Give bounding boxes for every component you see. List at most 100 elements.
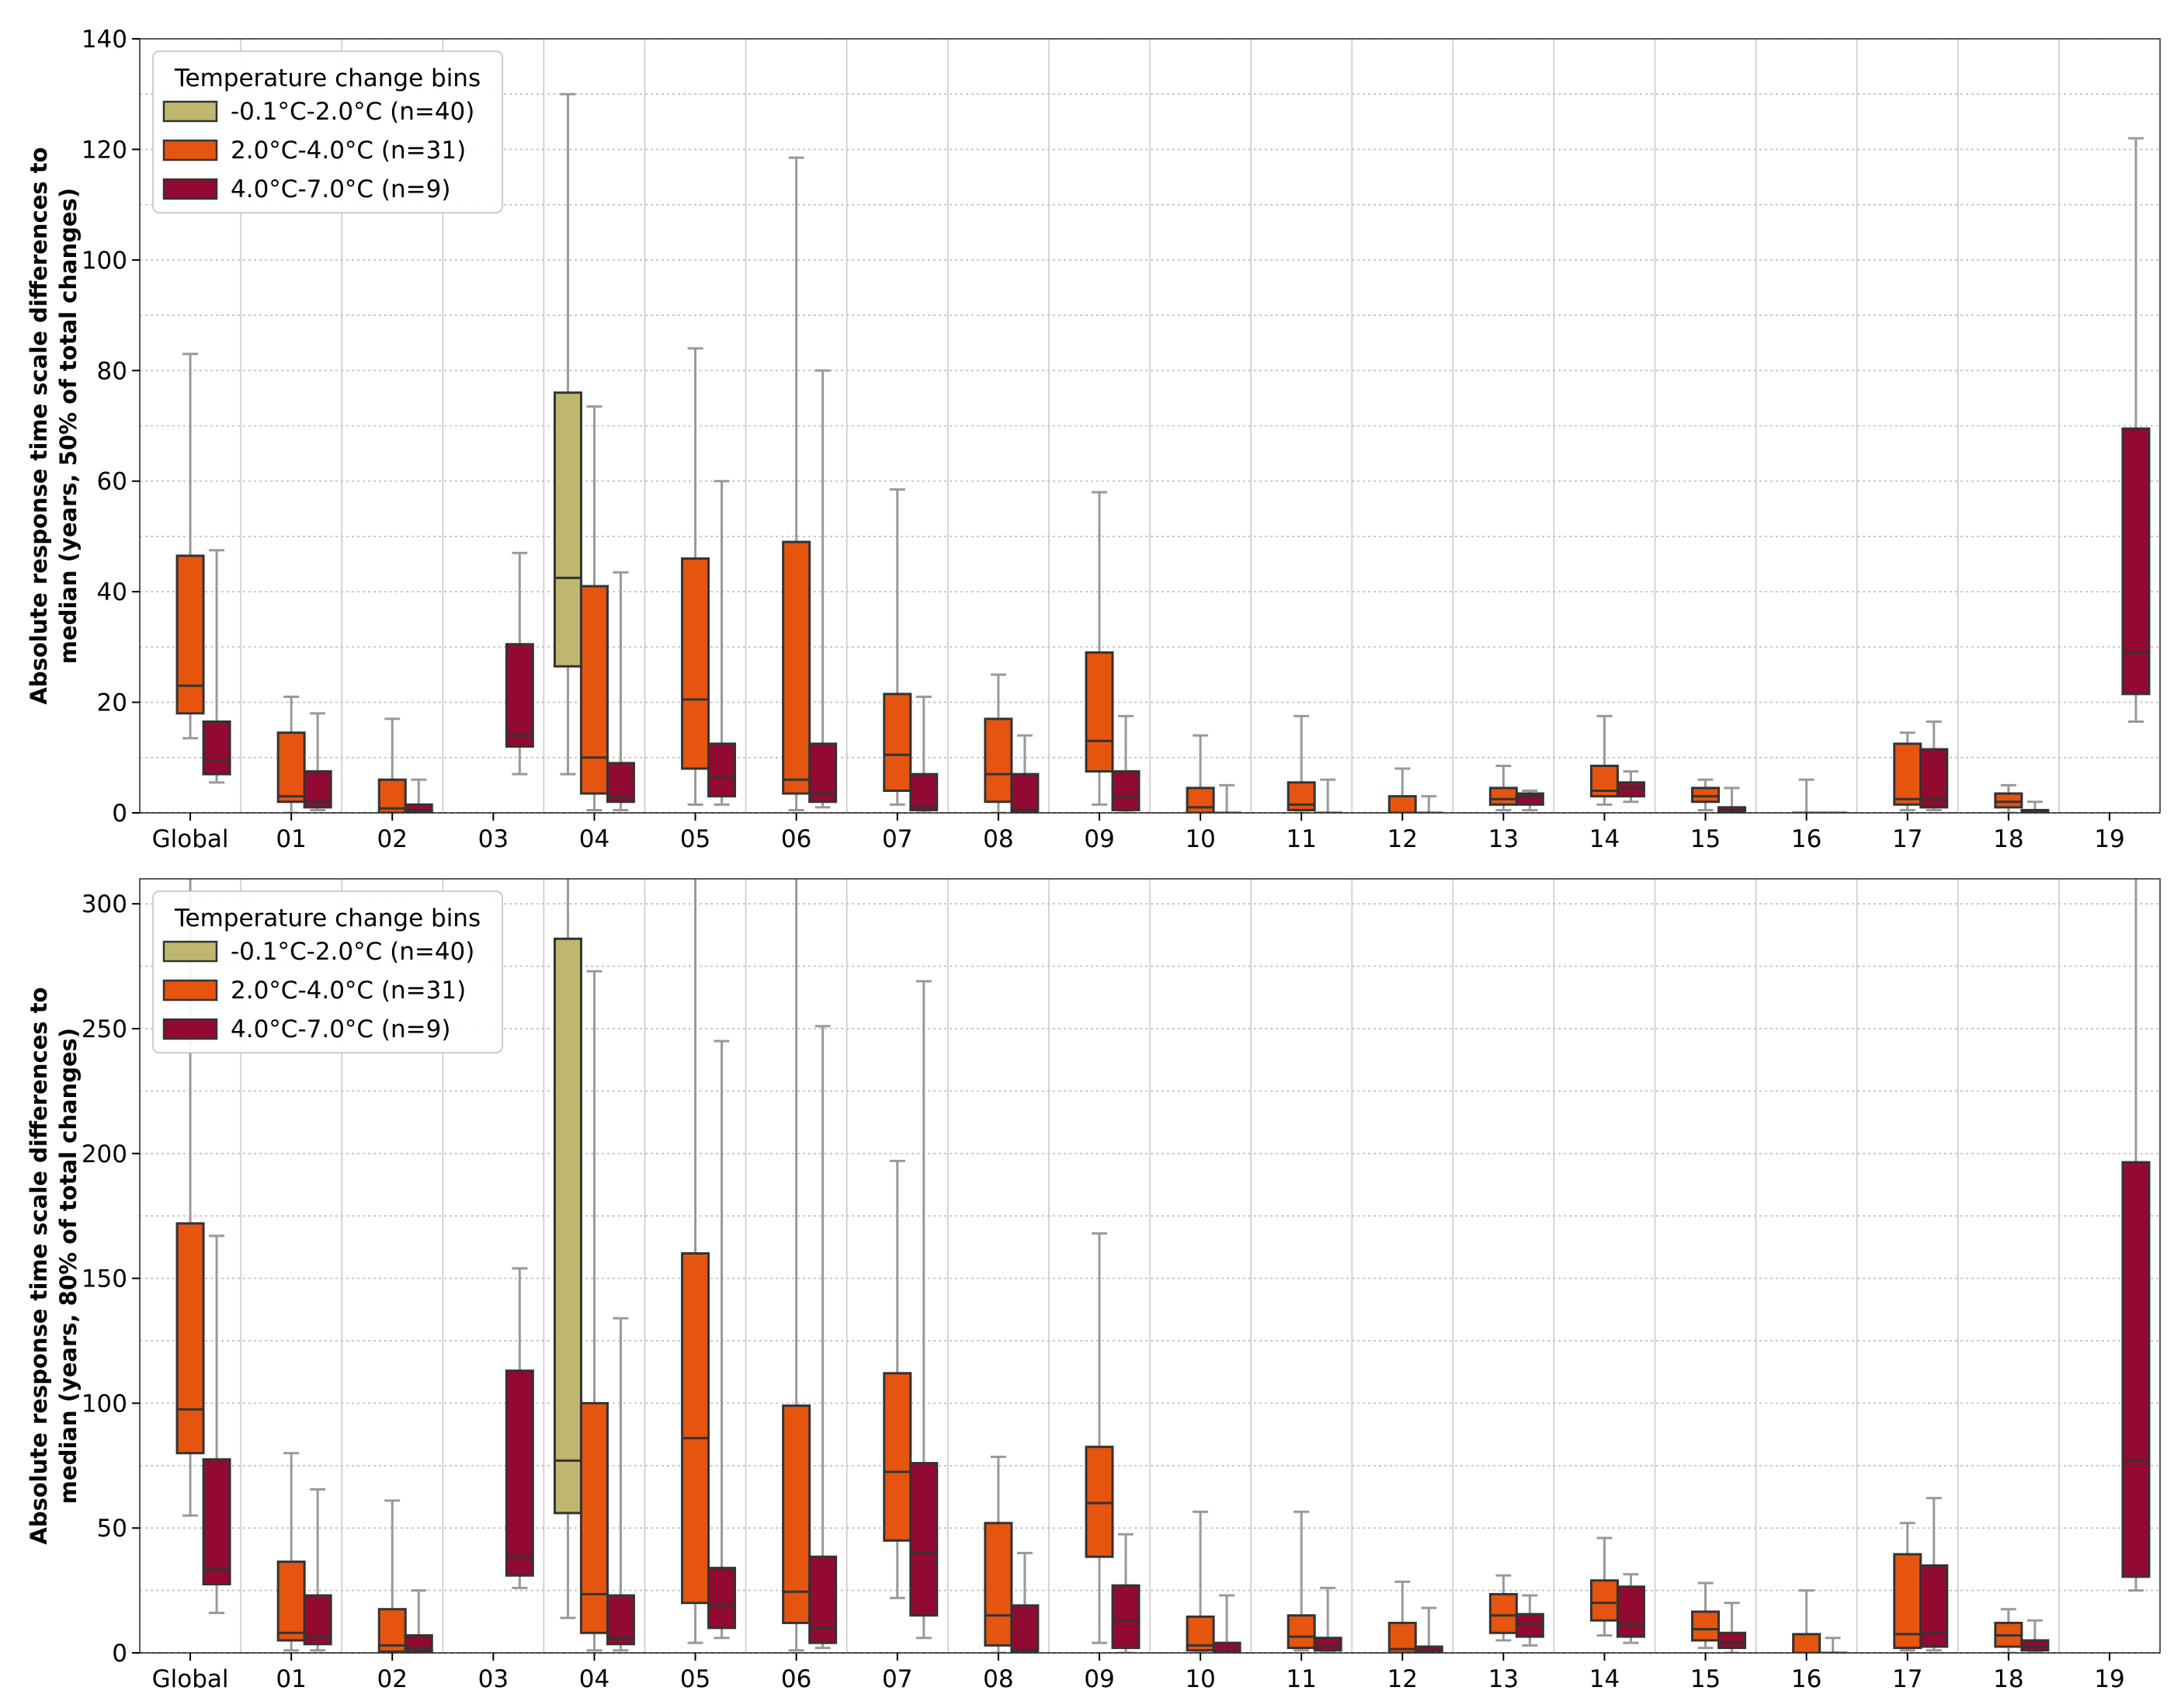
box-04-series-1 bbox=[579, 970, 609, 1652]
box-10-series-1 bbox=[1186, 734, 1215, 813]
boxes bbox=[175, 879, 2151, 1653]
box-09-series-1 bbox=[1085, 1232, 1114, 1644]
plot-frame bbox=[139, 878, 2161, 1654]
x-tick-label: 09 bbox=[1084, 825, 1114, 853]
box-body bbox=[1010, 772, 1040, 813]
box-06-series-2 bbox=[808, 369, 838, 809]
box-body bbox=[1994, 792, 2023, 809]
box-body bbox=[883, 693, 912, 793]
x-tick-label: 12 bbox=[1387, 825, 1418, 853]
x-tick-label: 11 bbox=[1286, 825, 1316, 853]
legend-title: Temperature change bins bbox=[174, 64, 481, 92]
plot-frame bbox=[139, 38, 2161, 814]
box-body bbox=[1287, 781, 1316, 811]
x-tick-label: 15 bbox=[1690, 825, 1721, 853]
box-18-series-1 bbox=[1994, 783, 2023, 813]
box-body bbox=[707, 742, 737, 798]
box-16-series-1 bbox=[1792, 1589, 1822, 1653]
x-tick-label: 10 bbox=[1185, 825, 1215, 853]
box-04-series-2 bbox=[606, 1317, 635, 1652]
box-09-series-2 bbox=[1111, 1533, 1141, 1653]
x-tick-label: 08 bbox=[983, 825, 1013, 853]
box-body bbox=[1691, 786, 1721, 804]
x-tick-label: 08 bbox=[983, 1665, 1013, 1693]
box-08-series-1 bbox=[984, 673, 1013, 813]
box-13-series-2 bbox=[1515, 1594, 1544, 1647]
x-tick-label: 01 bbox=[276, 1665, 306, 1693]
box-body bbox=[202, 720, 231, 776]
box-body bbox=[909, 772, 939, 811]
box-body bbox=[2121, 427, 2151, 696]
y-tick-label: 50 bbox=[97, 1515, 127, 1543]
box-body bbox=[1111, 770, 1141, 811]
box-body bbox=[505, 643, 534, 748]
box-12-series-1 bbox=[1387, 1580, 1417, 1653]
box-body bbox=[1010, 1604, 1040, 1653]
x-tick-label: 17 bbox=[1892, 825, 1922, 853]
box-body bbox=[276, 731, 306, 804]
box-body bbox=[707, 1567, 737, 1630]
box-body bbox=[1313, 1637, 1342, 1652]
box-body bbox=[1589, 1579, 1619, 1622]
box-07-series-2 bbox=[909, 980, 939, 1640]
box-17-series-1 bbox=[1893, 1522, 1922, 1652]
box-body bbox=[553, 937, 582, 1515]
y-tick-label: 60 bbox=[97, 468, 127, 496]
legend-entry-label: -0.1°C-2.0°C (n=40) bbox=[231, 938, 474, 966]
box-body bbox=[782, 1404, 811, 1624]
box-body bbox=[175, 1222, 205, 1455]
box-18-series-2 bbox=[2020, 1619, 2050, 1653]
box-01-series-2 bbox=[303, 1488, 332, 1652]
box-16-series-2 bbox=[1818, 1637, 1848, 1653]
box-body bbox=[1616, 1585, 1645, 1638]
box-body bbox=[2020, 808, 2050, 813]
y-tick-label: 150 bbox=[82, 1265, 127, 1293]
box-17-series-2 bbox=[1919, 720, 1949, 811]
box-16-series-1 bbox=[1792, 778, 1822, 813]
x-tick-label: 19 bbox=[2094, 1665, 2124, 1693]
box-19-series-2 bbox=[2121, 879, 2151, 1592]
box-05-series-1 bbox=[681, 347, 710, 806]
box-body bbox=[909, 1462, 939, 1617]
box-09-series-1 bbox=[1085, 491, 1114, 806]
box-body bbox=[681, 1251, 710, 1605]
box-body bbox=[681, 557, 710, 770]
box-body bbox=[404, 1633, 433, 1653]
box-body bbox=[505, 1370, 534, 1577]
box-02-series-2 bbox=[404, 1589, 433, 1653]
x-tick-label: 10 bbox=[1185, 1665, 1215, 1693]
x-tick-label: 13 bbox=[1488, 825, 1519, 853]
x-tick-label: 19 bbox=[2094, 825, 2124, 853]
box-body bbox=[1691, 1610, 1721, 1642]
y-tick-label: 80 bbox=[97, 357, 127, 385]
box-06-series-1 bbox=[782, 156, 811, 811]
box-Global-series-1 bbox=[175, 352, 205, 740]
x-tick-label: 03 bbox=[478, 825, 509, 853]
legend-frame bbox=[152, 890, 503, 1054]
box-body bbox=[1212, 1641, 1242, 1653]
box-body bbox=[1085, 651, 1114, 773]
box-11-series-2 bbox=[1313, 1586, 1342, 1653]
legend: Temperature change bins -0.1°C-2.0°C (n=4… bbox=[152, 50, 503, 214]
box-15-series-2 bbox=[1717, 786, 1747, 813]
box-07-series-1 bbox=[883, 1159, 912, 1599]
legend-title: Temperature change bins bbox=[174, 904, 481, 932]
box-07-series-2 bbox=[909, 695, 939, 813]
x-tick-label: 04 bbox=[579, 1665, 609, 1693]
box-08-series-2 bbox=[1010, 1551, 1040, 1653]
box-body bbox=[984, 1522, 1013, 1647]
box-body bbox=[175, 554, 205, 715]
y-tick-label: 120 bbox=[82, 136, 127, 164]
x-tick-label: 05 bbox=[680, 825, 710, 853]
panel-top-50-percent: 0 20 40 60 80 100 120 140 Global 01 02 03 04 05 06 07 08… bbox=[26, 26, 2161, 853]
legend-entry-label: 2.0°C-4.0°C (n=31) bbox=[231, 977, 466, 1005]
box-05-series-2 bbox=[707, 1040, 737, 1640]
box-07-series-1 bbox=[883, 488, 912, 806]
box-08-series-1 bbox=[984, 1456, 1013, 1653]
x-tick-label: 18 bbox=[1993, 1665, 2023, 1693]
legend-entry-label: 2.0°C-4.0°C (n=31) bbox=[231, 137, 466, 165]
box-body bbox=[1387, 795, 1417, 813]
legend-swatch bbox=[162, 139, 218, 161]
box-10-series-2 bbox=[1212, 783, 1242, 813]
box-15-series-1 bbox=[1691, 1581, 1721, 1650]
